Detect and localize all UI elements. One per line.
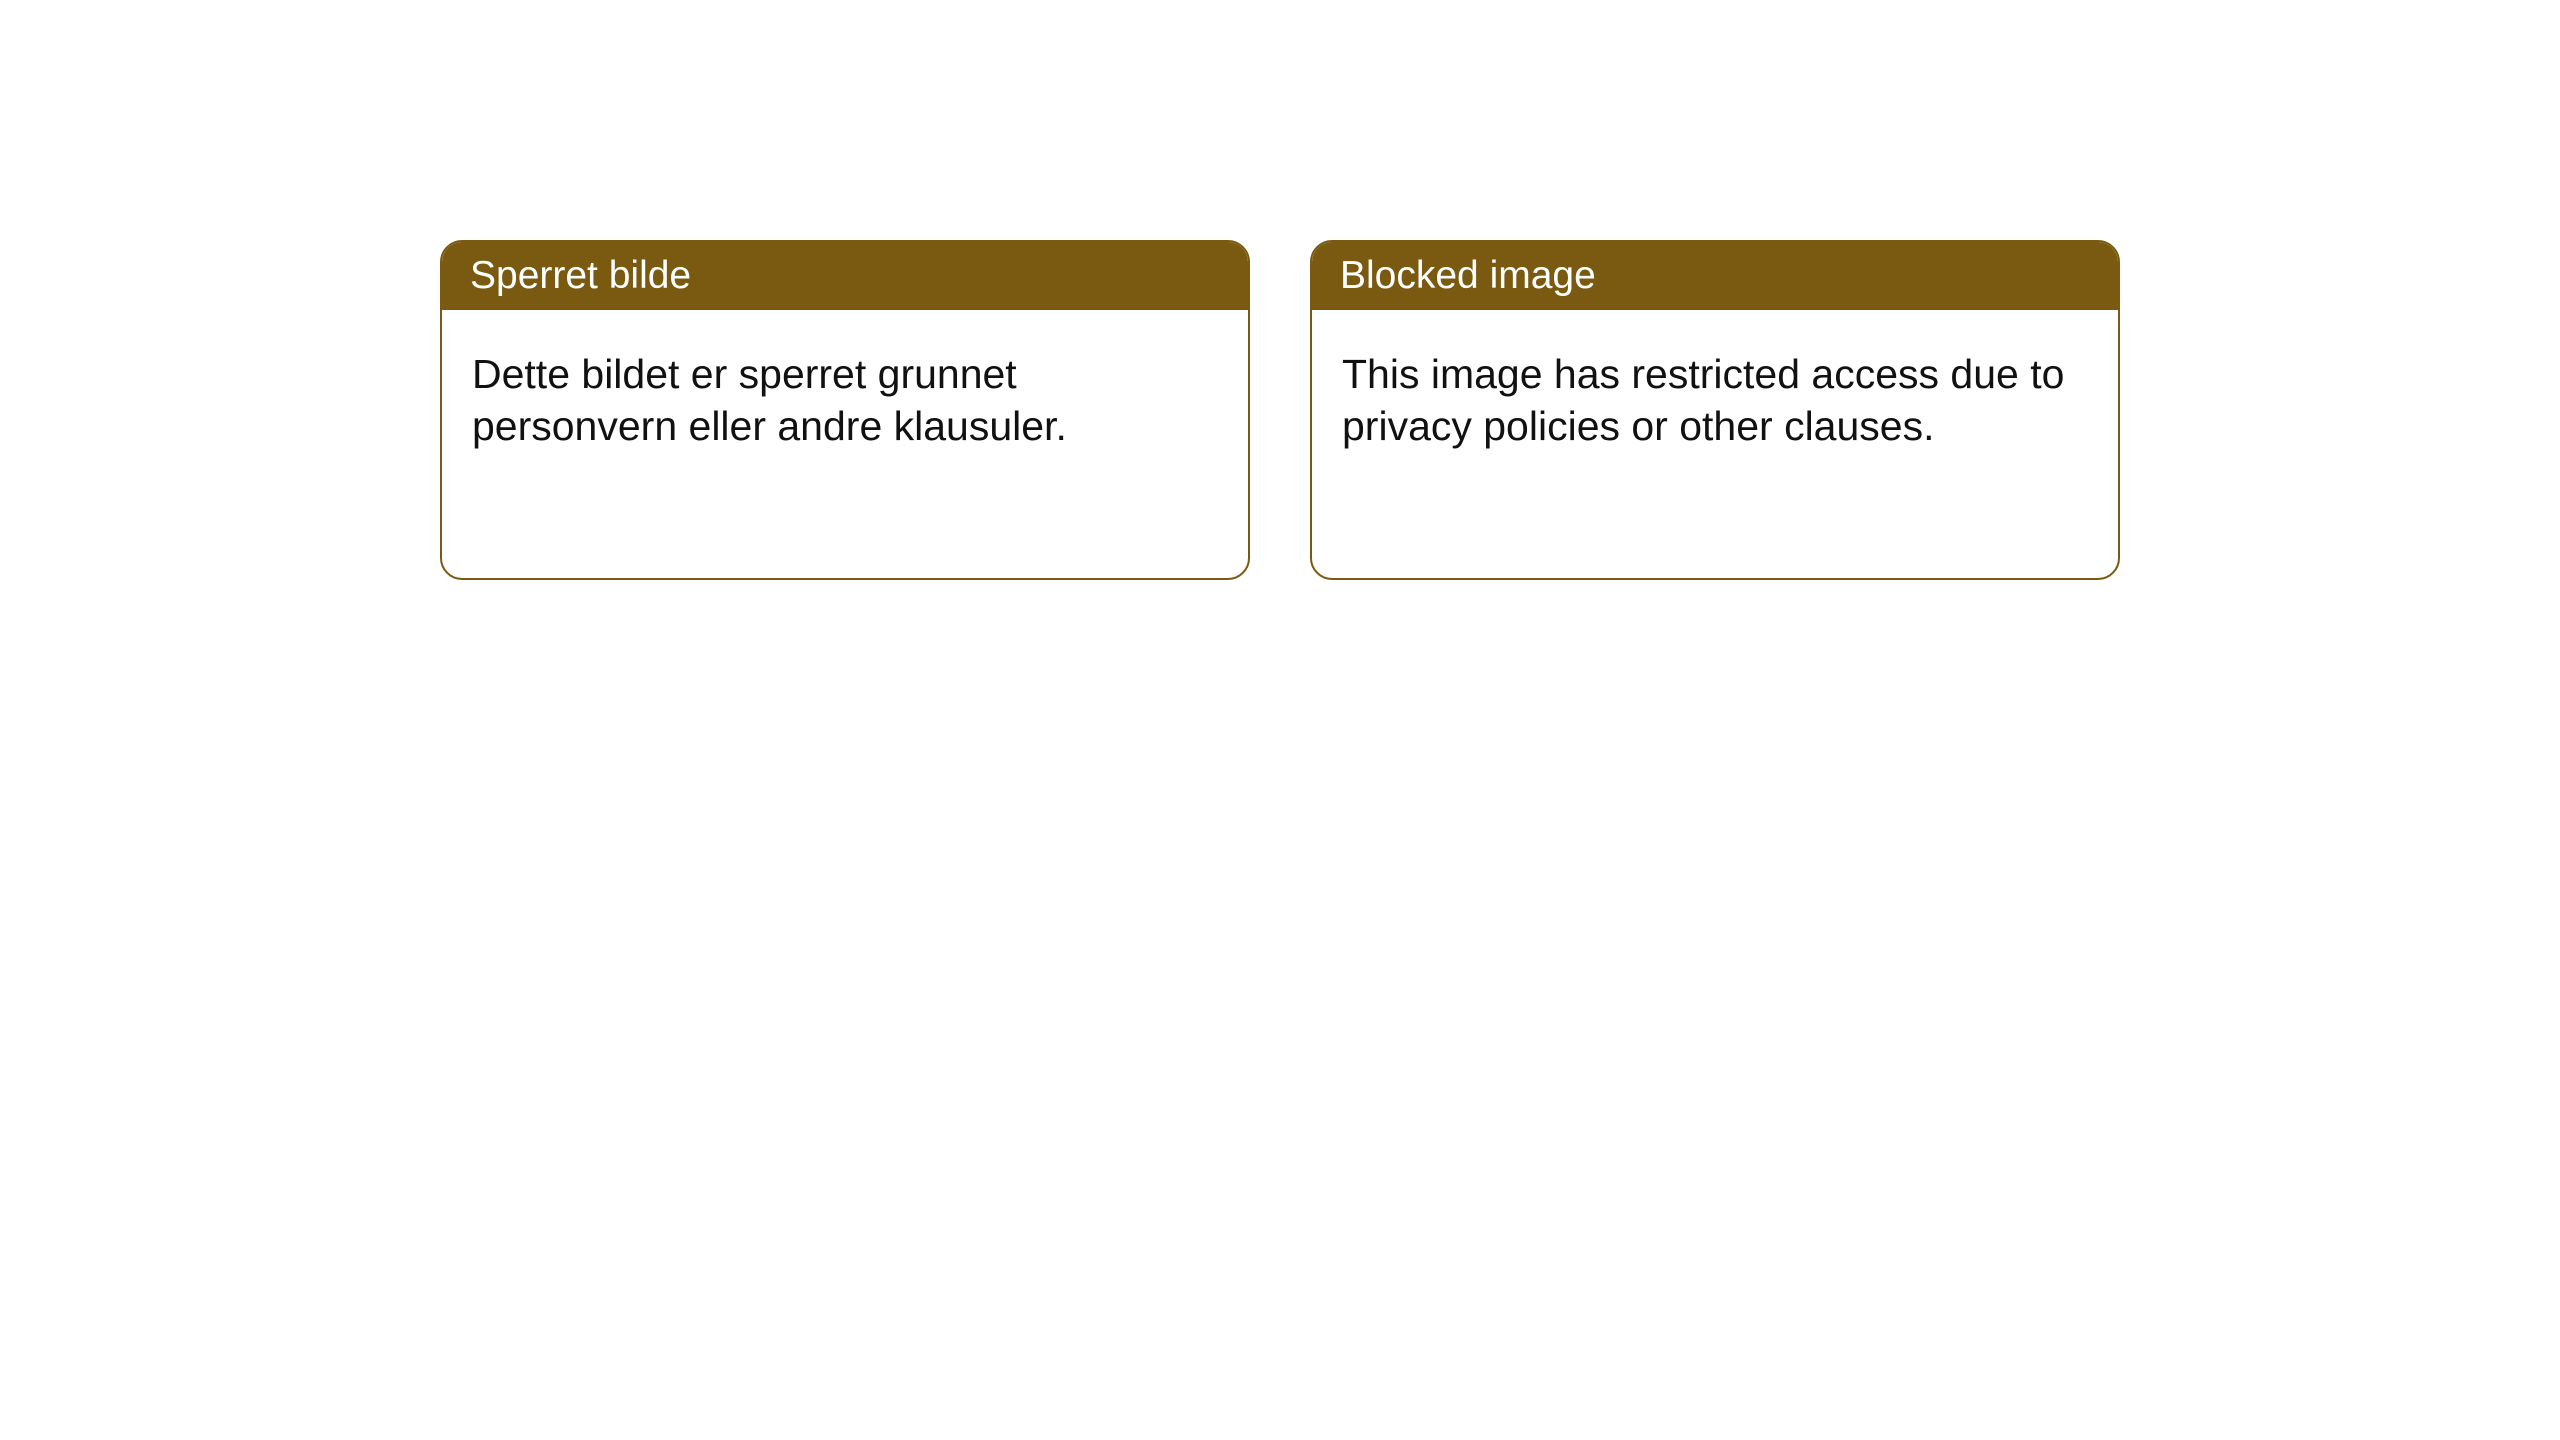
- notice-card-en-header: Blocked image: [1312, 242, 2118, 310]
- notice-card-en: Blocked image This image has restricted …: [1310, 240, 2120, 580]
- notice-card-no-body: Dette bildet er sperret grunnet personve…: [442, 310, 1248, 491]
- notice-card-no: Sperret bilde Dette bildet er sperret gr…: [440, 240, 1250, 580]
- notice-card-row: Sperret bilde Dette bildet er sperret gr…: [440, 240, 2120, 1440]
- notice-card-en-body: This image has restricted access due to …: [1312, 310, 2118, 491]
- notice-card-no-header: Sperret bilde: [442, 242, 1248, 310]
